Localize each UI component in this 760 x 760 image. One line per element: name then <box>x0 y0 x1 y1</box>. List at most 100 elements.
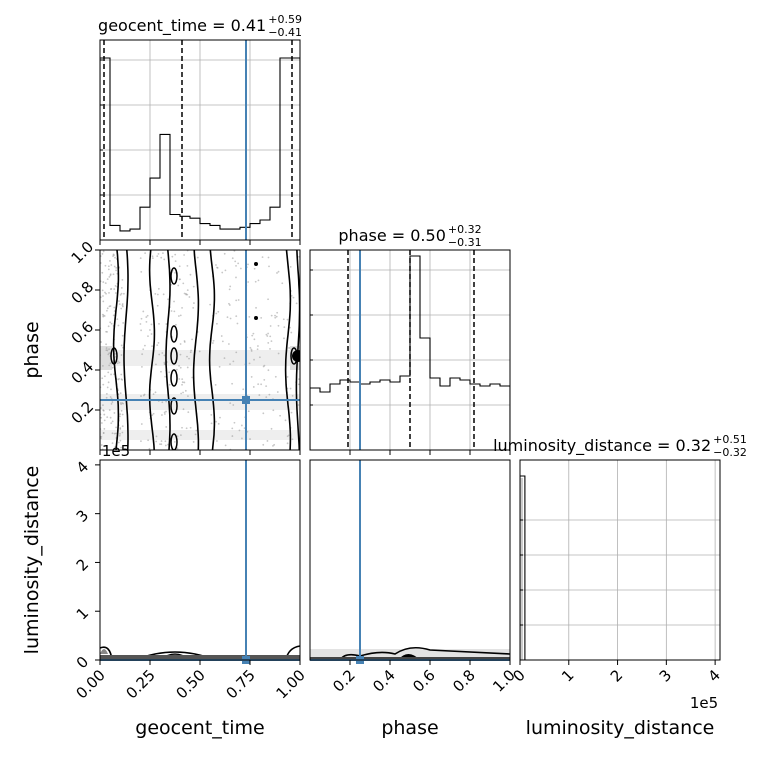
scatter-point <box>221 271 224 274</box>
scatter-point <box>116 360 119 363</box>
scatter-point <box>159 443 161 445</box>
scatter-point <box>109 396 112 398</box>
scatter-point <box>139 257 142 260</box>
scatter-point <box>161 352 164 354</box>
scatter-point <box>108 409 111 411</box>
hist-luminosity-distance-group <box>520 475 526 660</box>
scatter-point <box>286 442 289 445</box>
density-band <box>100 394 300 410</box>
scatter-point <box>151 257 154 260</box>
scatter-point <box>248 362 251 365</box>
x-tick-label: 0.50 <box>172 666 208 702</box>
scatter-point <box>276 272 278 274</box>
panel-title-text: geocent_time = 0.41 <box>98 16 266 36</box>
scatter-point <box>223 252 226 255</box>
scatter-point <box>140 395 142 397</box>
y-tick-label: 3 <box>73 506 92 525</box>
x-tick-label: 0.4 <box>369 666 399 696</box>
scatter-point <box>254 280 257 283</box>
scatter-point <box>223 357 226 360</box>
scatter-point <box>140 329 142 332</box>
panel-frame <box>309 459 511 661</box>
scatter-point <box>122 402 125 405</box>
scatter-point <box>282 318 285 321</box>
panel-title-lower: −0.41 <box>268 26 302 39</box>
scatter-point <box>100 444 103 446</box>
scatter-point <box>107 371 110 374</box>
scatter-point <box>178 364 180 367</box>
scatter-point <box>158 322 160 325</box>
scatter-point <box>279 414 281 417</box>
scatter-point <box>144 252 147 255</box>
scatter-point <box>179 434 182 437</box>
scatter-point <box>114 256 116 259</box>
scatter-point <box>110 373 112 376</box>
x-tick-label: 0.6 <box>409 666 439 696</box>
scatter-point <box>276 311 279 314</box>
scatter-point <box>277 270 280 273</box>
density-band <box>100 430 300 440</box>
scatter-point <box>251 334 254 337</box>
panel-title-lower: −0.32 <box>713 446 747 459</box>
scatter-point <box>115 426 117 429</box>
panel-frame <box>519 459 721 661</box>
scatter-point <box>122 322 125 324</box>
scatter-point <box>229 285 232 288</box>
scatter-point <box>111 432 114 435</box>
scatter-point <box>181 426 183 429</box>
scatter-point <box>263 378 266 381</box>
scatter-point <box>105 349 108 351</box>
scatter-point <box>111 442 114 445</box>
scatter-point <box>119 413 122 416</box>
y-axis-label: luminosity_distance <box>21 466 43 655</box>
scatter-point <box>105 396 108 399</box>
scatter-point <box>286 435 289 438</box>
scatter-point <box>228 302 230 305</box>
scatter-point <box>164 444 167 447</box>
scatter-point <box>298 255 300 258</box>
scatter-point <box>107 325 110 328</box>
scatter-point <box>194 433 197 436</box>
scatter-point <box>139 323 142 325</box>
scatter-point <box>240 424 243 427</box>
contour-line <box>112 250 120 450</box>
x-tick-label: 3 <box>656 666 675 685</box>
scatter-point <box>121 425 124 428</box>
scatter-point <box>239 267 242 270</box>
scatter-point <box>274 316 277 319</box>
scatter-point <box>151 255 154 258</box>
scatter-point <box>260 383 263 386</box>
scatter-point <box>289 387 292 390</box>
scatter-point <box>224 269 227 272</box>
scatter-point <box>179 366 182 369</box>
scatter-point <box>249 346 252 349</box>
contour-peak <box>254 316 258 320</box>
scatter-point <box>290 411 293 414</box>
scatter-point <box>101 271 104 274</box>
scatter-point <box>290 331 293 334</box>
scatter-point <box>163 411 166 414</box>
scatter-point <box>155 440 158 443</box>
y-tick-label: 0 <box>73 653 92 672</box>
scatter-point <box>273 443 276 446</box>
scatter-point <box>281 282 284 285</box>
scatter-point <box>175 323 177 326</box>
scatter-point <box>191 376 194 379</box>
scatter-point <box>106 307 109 310</box>
y-tick-label: 0.8 <box>68 278 98 308</box>
scatter-point <box>114 292 117 294</box>
scatter-point <box>215 420 217 423</box>
hist-geocent-time <box>100 57 300 240</box>
scatter-point <box>157 341 160 344</box>
scatter-point <box>185 293 188 296</box>
scatter-point <box>179 343 182 345</box>
y-tick-label: 2 <box>73 555 92 574</box>
scatter-point <box>101 289 104 292</box>
scatter-point <box>291 395 294 397</box>
contour-line <box>165 250 171 450</box>
scatter-point <box>286 318 289 321</box>
scatter-point <box>116 318 119 321</box>
scatter-point <box>160 370 162 373</box>
scatter-point <box>183 341 186 343</box>
scatter-point <box>107 268 110 271</box>
